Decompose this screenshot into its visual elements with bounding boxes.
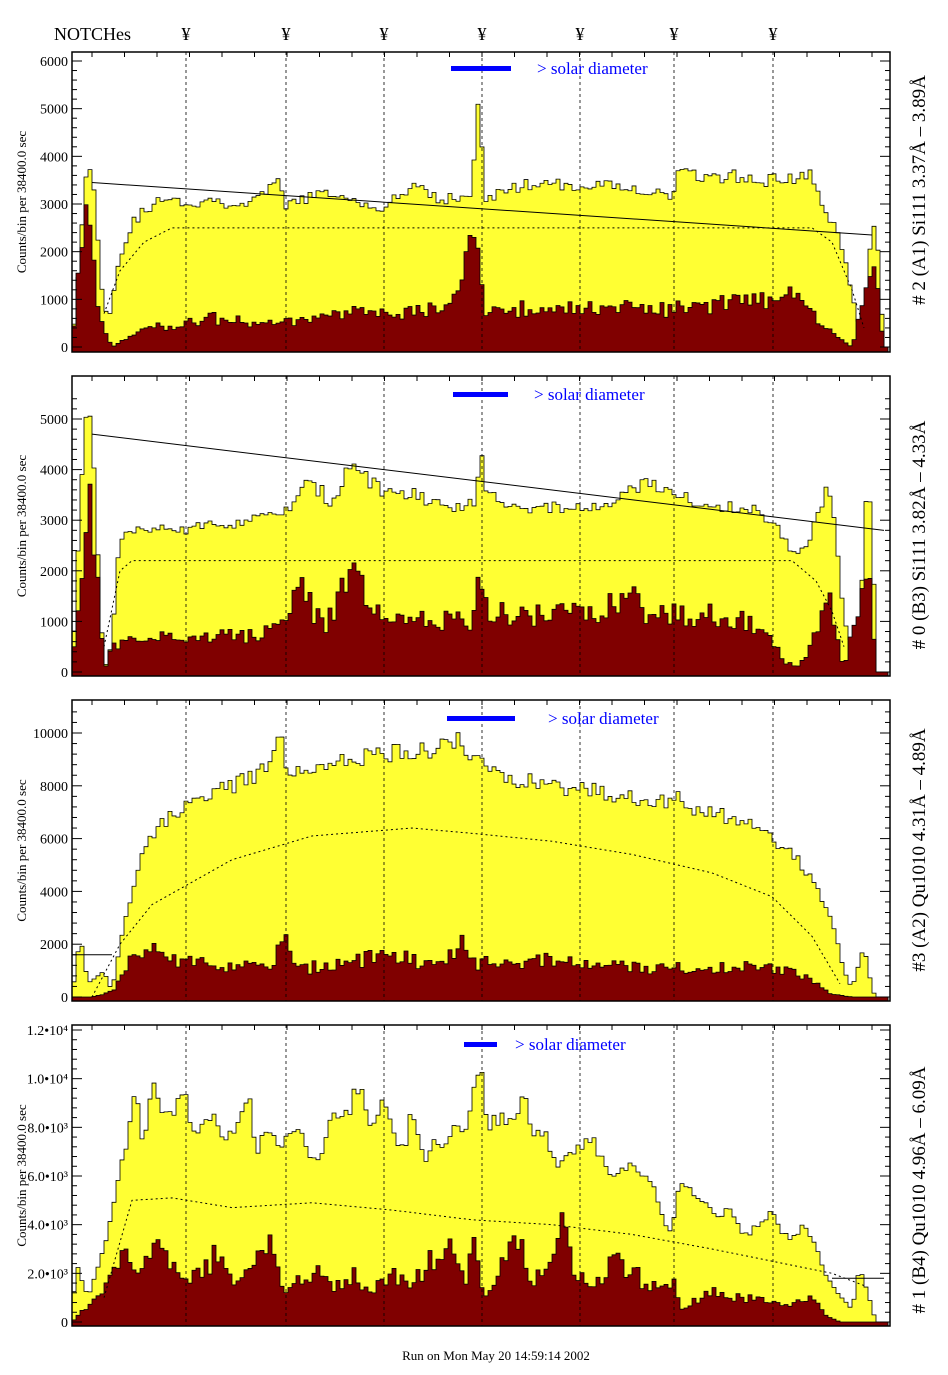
y-tick-label: 2000 — [40, 938, 68, 953]
y-tick-label: 3000 — [40, 198, 68, 213]
notch-symbol: ¥ — [576, 24, 585, 44]
y-tick-label: 8.0•10³ — [27, 1121, 68, 1136]
model-curve — [91, 827, 841, 998]
notch-symbol: ¥ — [380, 24, 389, 44]
notch-symbol: ¥ — [282, 24, 291, 44]
notch-markers: ¥ ¥ ¥ ¥ ¥ ¥ ¥ — [182, 24, 778, 44]
y-tick-label: 0 — [61, 666, 68, 681]
y-tick-label: 6.0•10³ — [27, 1170, 68, 1185]
panel-4: 0 2.0•10³ 4.0•10³ 6.0•10³ 8.0•10³ 1.0•10⁴ 1.2•… — [14, 1024, 930, 1331]
y-tick-label: 1000 — [40, 615, 68, 630]
legend-solar-diameter: > solar diameter — [534, 385, 645, 404]
panel-3: 0 2000 4000 6000 8000 10000 Counts/bin per 384… — [14, 699, 930, 1006]
y-tick-label: 4000 — [40, 885, 68, 900]
y-tick-label: 6000 — [40, 55, 68, 70]
legend-solar-diameter: > solar diameter — [515, 1035, 626, 1054]
y-tick-label: 6000 — [40, 833, 68, 848]
y-tick-label: 10000 — [33, 727, 68, 742]
y-axis-label: Counts/bin per 38400.0 sec — [14, 779, 29, 921]
run-timestamp: Run on Mon May 20 14:59:14 2002 — [402, 1348, 590, 1363]
subset-counts-histogram — [71, 934, 889, 1002]
plot-frame — [71, 51, 891, 353]
notch-symbol: ¥ — [478, 24, 487, 44]
solar-diameter-bar — [447, 716, 515, 721]
y-tick-label: 0 — [61, 991, 68, 1006]
panel-1: 0 1000 2000 3000 4000 5000 6000 Counts/bin per … — [14, 51, 930, 356]
solar-diameter-bar — [451, 66, 511, 71]
panel-title: # 2 (A1) Si111 3.37Å – 3.89Å — [909, 75, 930, 305]
y-axis-label: Counts/bin per 38400.0 sec — [14, 1104, 29, 1246]
y-tick-label: 0 — [61, 341, 68, 356]
legend-solar-diameter: > solar diameter — [548, 709, 659, 728]
notch-symbol: ¥ — [182, 24, 191, 44]
legend-solar-diameter: > solar diameter — [537, 59, 648, 78]
y-axis-label: Counts/bin per 38400.0 sec — [14, 455, 29, 597]
y-tick-label: 2.0•10³ — [27, 1267, 68, 1282]
plot-frame — [71, 699, 891, 1002]
y-tick-label: 0 — [61, 1316, 68, 1331]
panel-2: 0 1000 2000 3000 4000 5000 Counts/bin per 3840… — [14, 375, 930, 681]
plot-frame — [71, 375, 891, 677]
y-tick-label: 5000 — [40, 413, 68, 428]
y-tick-label: 4.0•10³ — [27, 1219, 68, 1234]
y-tick-label: 1.2•10⁴ — [27, 1024, 68, 1039]
panel-title: # 0 (B3) Si111 3.82Å – 4.33Å — [909, 420, 930, 649]
y-tick-label: 4000 — [40, 150, 68, 165]
model-curve — [103, 1197, 865, 1298]
panel-title: #3 (A2) Qu1010 4.31Å – 4.89Å — [909, 728, 930, 972]
subset-counts-histogram — [71, 1212, 889, 1327]
y-tick-label: 2000 — [40, 565, 68, 580]
fit-line — [91, 433, 885, 531]
y-tick-label: 1000 — [40, 293, 68, 308]
y-tick-label: 4000 — [40, 464, 68, 479]
total-counts-histogram — [71, 732, 889, 1002]
subset-counts-histogram — [71, 483, 889, 677]
y-axis-label: Counts/bin per 38400.0 sec — [14, 131, 29, 273]
y-tick-label: 8000 — [40, 780, 68, 795]
subset-counts-histogram — [71, 204, 889, 353]
notch-symbol: ¥ — [769, 24, 778, 44]
notches-label: NOTCHes — [54, 24, 131, 44]
y-tick-label: 2000 — [40, 246, 68, 261]
notch-symbol: ¥ — [670, 24, 679, 44]
solar-diameter-bar — [453, 392, 508, 397]
y-tick-label: 1.0•10⁴ — [27, 1073, 68, 1088]
total-counts-histogram — [71, 103, 889, 353]
y-tick-label: 5000 — [40, 103, 68, 118]
solar-diameter-bar — [464, 1042, 497, 1047]
y-tick-label: 3000 — [40, 514, 68, 529]
panel-title: # 1 (B4) Qu1010 4.96Å – 6.09Å — [909, 1066, 930, 1313]
